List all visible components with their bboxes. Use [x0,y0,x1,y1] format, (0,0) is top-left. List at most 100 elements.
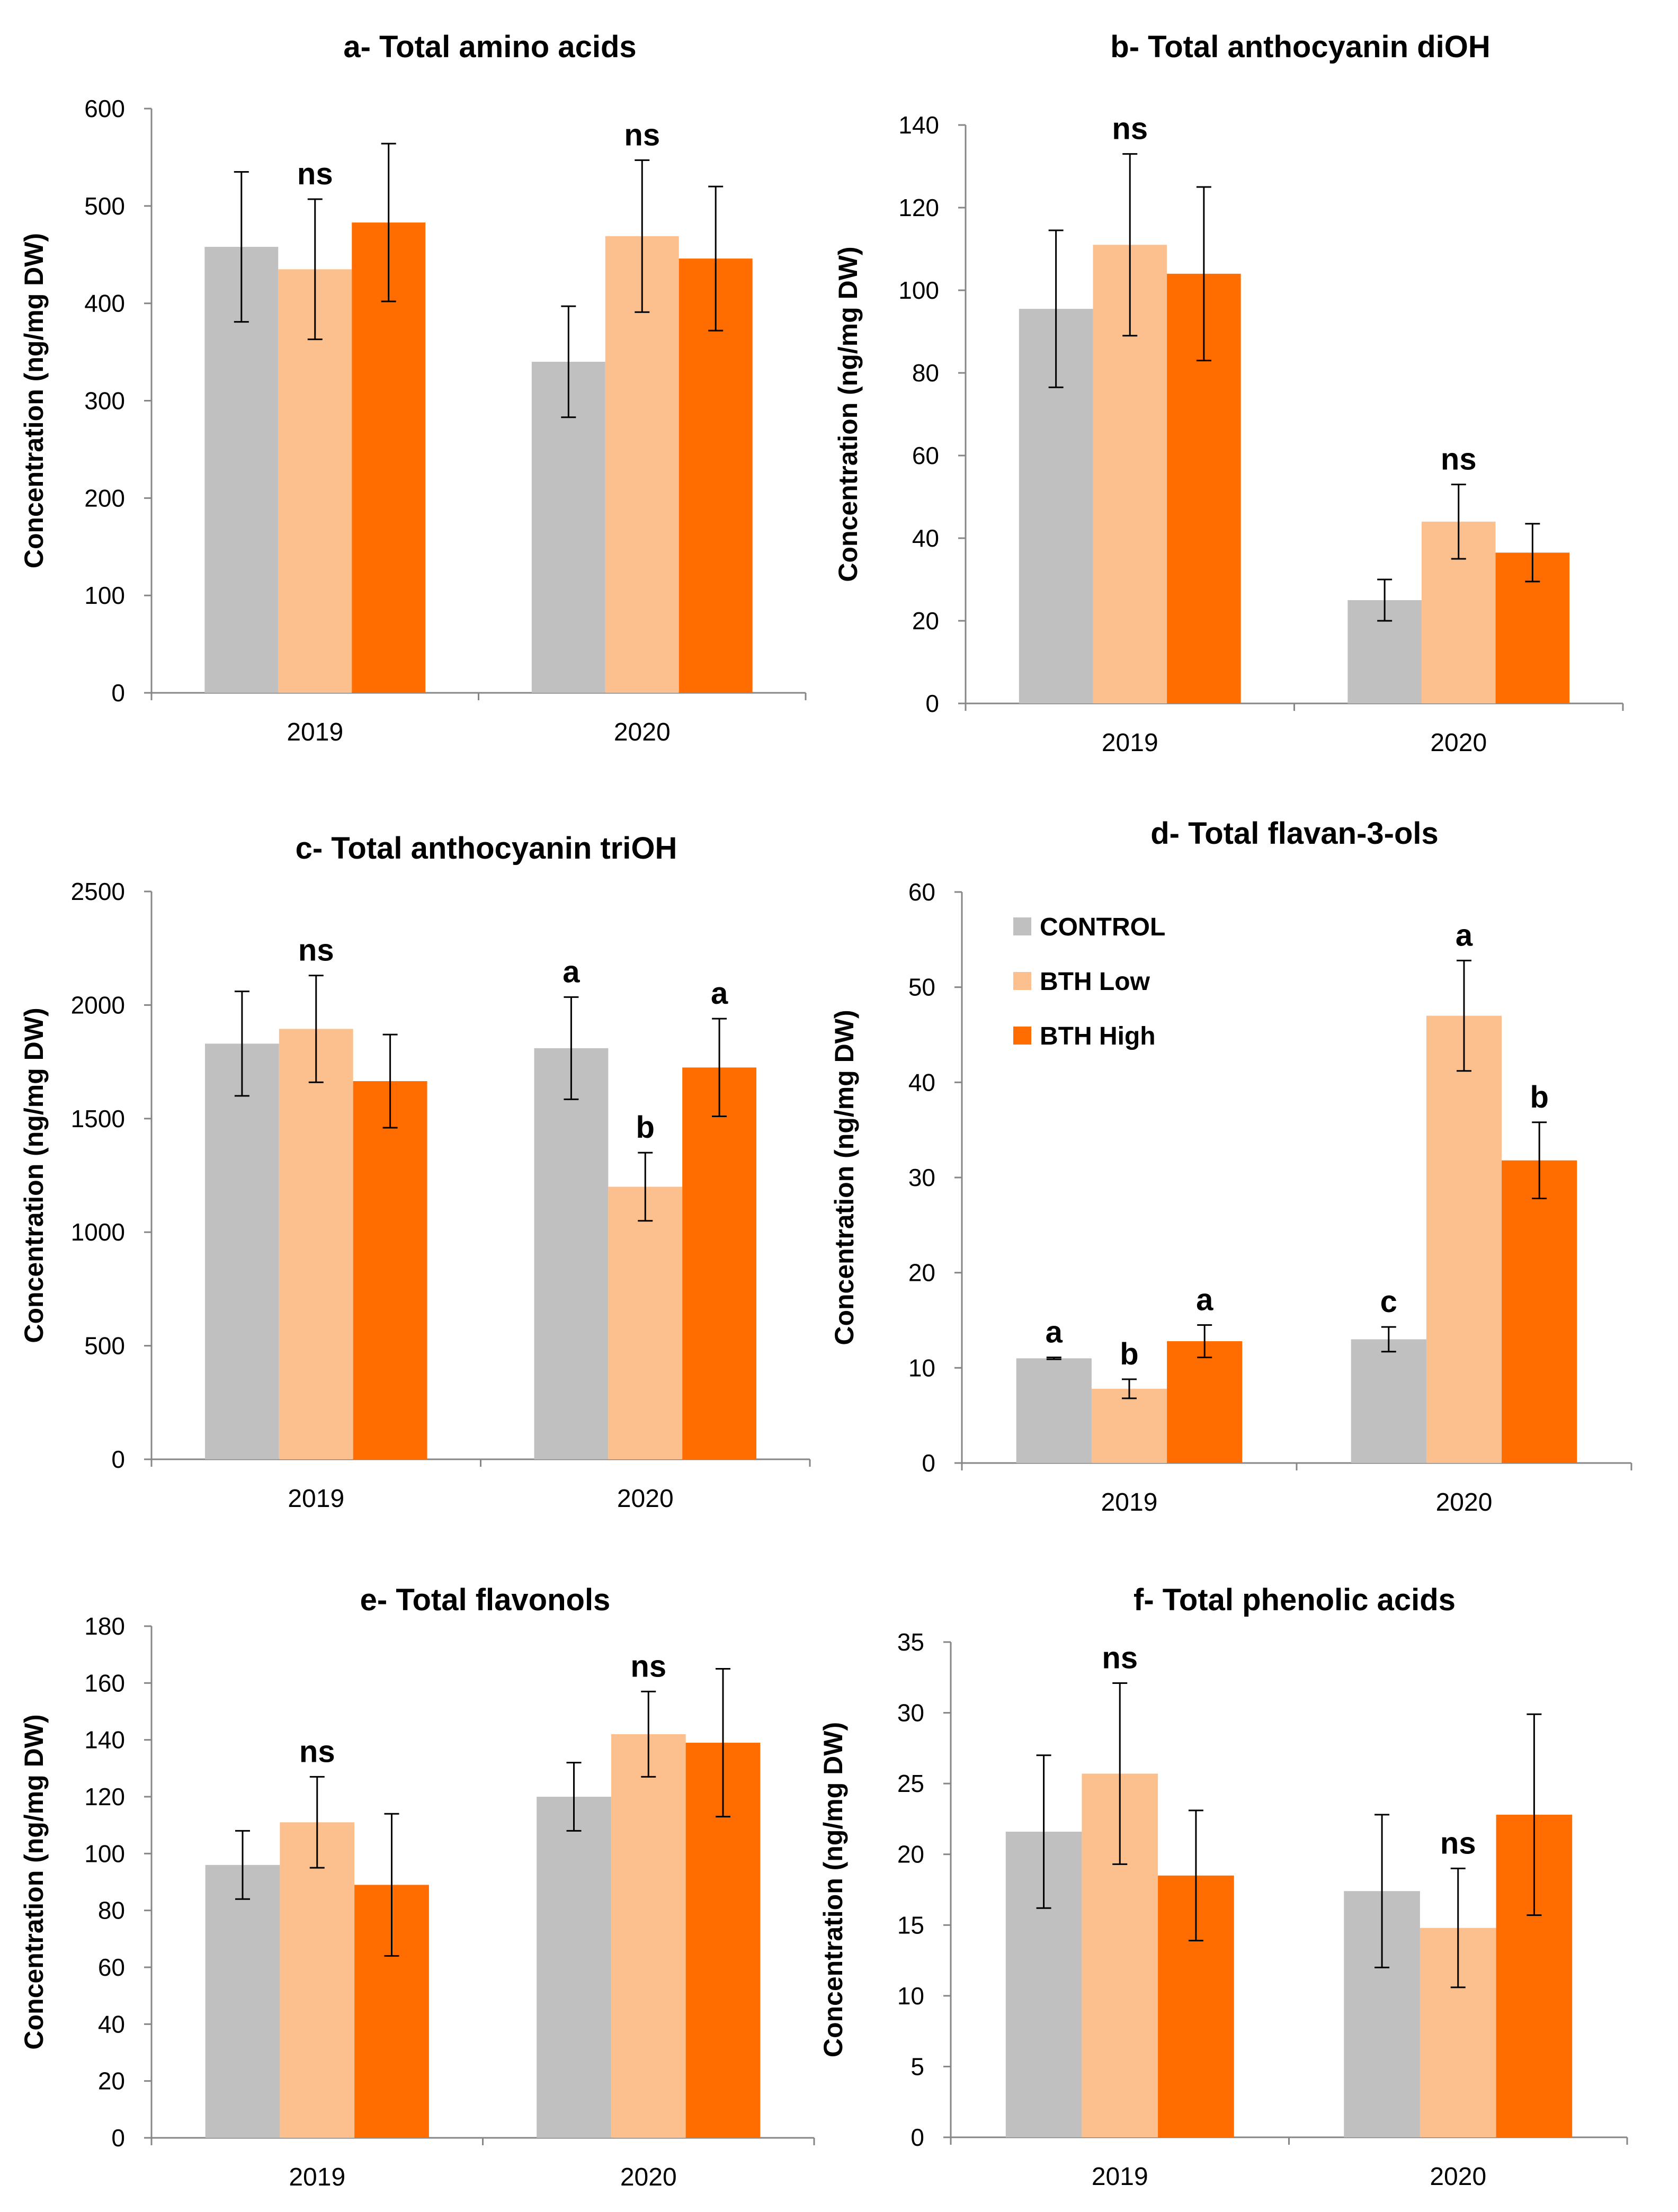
legend-entry: CONTROL [1040,913,1165,941]
chart-title: e- Total flavonols [360,1583,611,1617]
bar [279,1029,353,1459]
chart-panel: b- Total anthocyanin diOH Concentration (… [833,30,1624,757]
y-tick-label: 60 [908,878,935,906]
chart-title: d- Total flavan-3-ols [1150,816,1439,851]
y-tick-label: 5 [911,2053,924,2080]
legend-swatch [1013,1027,1031,1045]
y-tick-label: 60 [912,442,939,469]
chart-panel: f- Total phenolic acids Concentration (ng… [818,1583,1628,2191]
y-tick-label: 25 [897,1770,924,1797]
chart-panel: e- Total flavonols Concentration (ng/mg D… [19,1583,815,2191]
chart-panel: c- Total anthocyanin triOH Concentration … [19,831,811,1513]
significance-label: ns [297,157,333,191]
chart-title: f- Total phenolic acids [1133,1583,1456,1617]
y-tick-label: 20 [897,1841,924,1868]
y-axis-label: Concentration (ng/mg DW) [19,1714,49,2049]
significance-label: ns [1441,442,1477,477]
bar [353,1081,427,1459]
y-axis-label: Concentration (ng/mg DW) [19,1007,49,1343]
y-tick-label: 0 [922,1449,935,1477]
y-tick-label: 500 [84,1332,125,1360]
x-category-label: 2019 [289,2163,345,2191]
significance-label: ns [299,1734,335,1769]
y-tick-label: 80 [98,1897,125,1924]
x-category-label: 2020 [1430,2163,1486,2191]
significance-label: b [1120,1337,1138,1371]
y-tick-label: 1500 [71,1105,125,1132]
y-tick-label: 15 [897,1911,924,1939]
x-category-label: 2019 [1101,1488,1158,1517]
x-category-label: 2019 [1092,2163,1148,2191]
y-tick-label: 40 [908,1068,935,1096]
y-axis-label: Concentration (ng/mg DW) [19,233,49,568]
x-category-label: 2020 [1436,1488,1493,1517]
y-tick-label: 20 [98,2067,125,2095]
y-tick-label: 600 [84,95,125,122]
legend-entry: BTH High [1040,1022,1156,1050]
significance-label: a [1196,1282,1213,1317]
chart-panel: d- Total flavan-3-ols Concentration (ng/m… [829,816,1632,1517]
significance-label: a [1046,1315,1063,1350]
y-tick-label: 0 [111,1446,125,1473]
bar [611,1734,686,2138]
y-tick-label: 100 [84,1840,125,1867]
y-tick-label: 0 [111,2124,125,2152]
chart-panel: a- Total amino acids Concentration (ng/mg… [19,30,807,746]
x-category-label: 2020 [620,2163,677,2191]
legend-entry: BTH Low [1040,968,1150,996]
significance-label: ns [630,1649,666,1683]
legend-swatch [1013,917,1031,935]
y-tick-label: 10 [897,1982,924,2010]
y-tick-label: 40 [98,2010,125,2038]
bar [682,1067,757,1459]
bar [608,1187,683,1459]
y-tick-label: 20 [912,607,939,635]
significance-label: ns [1440,1826,1476,1860]
y-tick-label: 120 [84,1783,125,1810]
bar [280,1822,355,2138]
y-tick-label: 200 [84,484,125,512]
y-tick-label: 100 [84,582,125,609]
y-tick-label: 1000 [71,1218,125,1246]
x-category-label: 2019 [288,1485,344,1513]
significance-label: b [1530,1080,1548,1114]
y-tick-label: 300 [84,387,125,415]
bar [537,1797,611,2138]
y-tick-label: 0 [911,2124,924,2151]
significance-label: ns [624,118,660,152]
significance-label: ns [298,933,334,968]
bar [204,1043,279,1459]
y-tick-label: 20 [908,1259,935,1287]
y-tick-label: 100 [898,276,939,304]
x-category-label: 2019 [287,718,343,746]
y-tick-label: 30 [897,1699,924,1727]
significance-label: ns [1102,1640,1138,1675]
bar [1016,1358,1092,1463]
chart-title: c- Total anthocyanin triOH [296,831,677,866]
significance-label: a [1456,918,1473,952]
chart-title: a- Total amino acids [343,30,636,64]
legend-swatch [1013,972,1031,990]
y-tick-label: 30 [908,1164,935,1191]
y-axis-label: Concentration (ng/mg DW) [818,1722,848,2057]
bar [534,1048,609,1459]
x-category-label: 2020 [1430,729,1487,757]
y-tick-label: 40 [912,524,939,552]
significance-label: b [636,1110,655,1145]
significance-label: a [711,976,728,1011]
y-tick-label: 160 [84,1669,125,1697]
y-tick-label: 80 [912,359,939,387]
significance-label: a [563,955,580,989]
bar [205,1865,280,2138]
chart-title: b- Total anthocyanin diOH [1110,30,1490,64]
y-tick-label: 60 [98,1954,125,1981]
y-tick-label: 2000 [71,991,125,1019]
x-category-label: 2019 [1102,729,1158,757]
x-category-label: 2020 [614,718,671,746]
y-axis-label: Concentration (ng/mg DW) [829,1010,859,1345]
bar [1426,1015,1502,1463]
bar [1167,1341,1243,1463]
bar [1351,1339,1426,1463]
y-tick-label: 0 [925,690,939,717]
